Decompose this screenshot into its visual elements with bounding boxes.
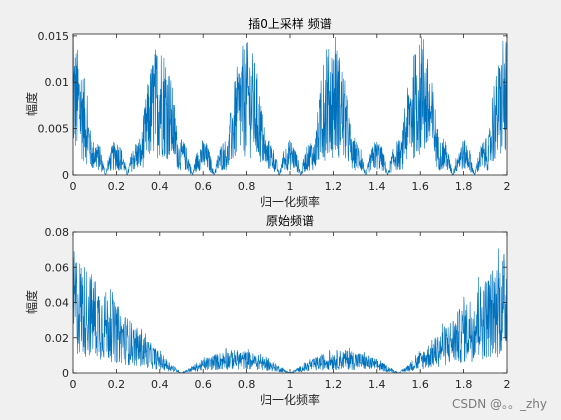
upsampled-spectrum-line <box>72 35 508 177</box>
original-y-label: 幅度 <box>24 290 39 314</box>
x-tick-label: 2 <box>504 180 511 193</box>
x-tick-label: 1.4 <box>368 378 386 391</box>
x-tick-label: 1.4 <box>368 180 386 193</box>
upsampled-y-ticks: 0 0.005 0.01 0.015 <box>38 30 507 182</box>
x-tick-label: 1.8 <box>455 378 473 391</box>
x-tick-label: 0.8 <box>238 180 256 193</box>
y-tick-label: 0.06 <box>45 261 70 274</box>
upsampled-spectrum-title: 插0上采样 频谱 <box>248 16 331 31</box>
x-tick-label: 0 <box>70 378 77 391</box>
upsampled-spectrum-plot: 插0上采样 频谱 0 0.2 0.4 0.6 0.8 1 1.2 1.4 1.6 1.8 2 0 0.… <box>24 16 511 209</box>
x-tick-label: 0.4 <box>151 378 169 391</box>
x-tick-label: 1 <box>287 378 294 391</box>
y-tick-label: 0.08 <box>45 226 70 239</box>
y-tick-label: 0.01 <box>45 76 70 89</box>
y-tick-label: 0.04 <box>45 297 70 310</box>
y-tick-label: 0 <box>62 367 69 380</box>
upsampled-x-ticks: 0 0.2 0.4 0.6 0.8 1 1.2 1.4 1.6 1.8 2 <box>70 34 511 193</box>
original-x-label: 归一化频率 <box>260 392 320 407</box>
original-spectrum-plot: 原始频谱 0 0.2 0.4 0.6 0.8 1 1.2 1.4 1.6 1.8 2 0 0.02 0.… <box>24 214 511 407</box>
x-tick-label: 1.6 <box>411 378 429 391</box>
original-y-ticks: 0 0.02 0.04 0.06 0.08 <box>45 226 507 380</box>
x-tick-label: 0.6 <box>194 378 212 391</box>
upsampled-spectrum-series <box>72 35 508 177</box>
upsampled-axes-area <box>73 34 507 175</box>
upsampled-x-label: 归一化频率 <box>260 194 320 209</box>
x-tick-label: 1.2 <box>325 180 343 193</box>
y-tick-label: 0.015 <box>38 30 70 43</box>
y-tick-label: 0.02 <box>45 332 70 345</box>
upsampled-y-label: 幅度 <box>24 92 39 116</box>
y-tick-label: 0.005 <box>38 123 70 136</box>
x-tick-label: 1 <box>287 180 294 193</box>
x-tick-label: 1.6 <box>411 180 429 193</box>
watermark-text: CSDN @。。_zhy <box>451 397 547 411</box>
x-tick-label: 0 <box>70 180 77 193</box>
x-tick-label: 0.8 <box>238 378 256 391</box>
x-tick-label: 0.4 <box>151 180 169 193</box>
x-tick-label: 2 <box>504 378 511 391</box>
original-x-ticks: 0 0.2 0.4 0.6 0.8 1 1.2 1.4 1.6 1.8 2 <box>70 232 511 391</box>
y-tick-label: 0 <box>62 169 69 182</box>
x-tick-label: 1.2 <box>325 378 343 391</box>
x-tick-label: 0.2 <box>108 180 126 193</box>
x-tick-label: 0.2 <box>108 378 126 391</box>
x-tick-label: 1.8 <box>455 180 473 193</box>
original-spectrum-title: 原始频谱 <box>266 214 314 228</box>
x-tick-label: 0.6 <box>194 180 212 193</box>
